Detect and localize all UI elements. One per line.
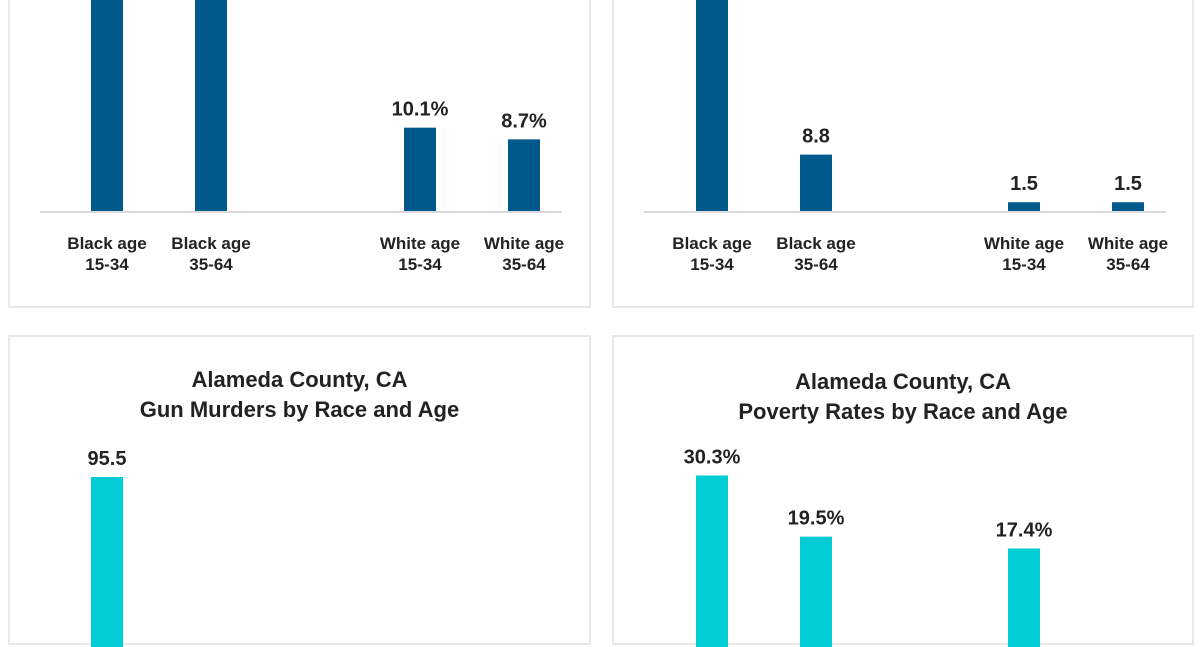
bar	[404, 127, 436, 212]
chart-panel-bottom-left: Alameda County, CA Gun Murders by Race a…	[8, 335, 591, 647]
bar	[1112, 202, 1144, 212]
chart-title: Alameda County, CA Poverty Rates by Race…	[614, 367, 1192, 427]
chart-title-line-2: Poverty Rates by Race and Age	[738, 399, 1068, 424]
x-tick-label: Black age	[776, 234, 855, 253]
chart-top-right: 8.8 1.5 1.5 Black age 15-34 Black age 35-64 Whi…	[644, 0, 1168, 274]
data-label: 8.8	[802, 126, 830, 148]
x-tick-label: 35-64	[794, 255, 838, 274]
data-label: 30.3%	[684, 447, 741, 469]
data-label: 10.1%	[392, 99, 449, 121]
bar	[696, 475, 728, 647]
bar	[1008, 548, 1040, 647]
x-tick-label: 35-64	[1106, 255, 1150, 274]
data-label: 1.5	[1114, 173, 1142, 195]
x-tick-label: Black age	[67, 234, 146, 253]
chart-bottom-left: 95.5	[88, 448, 127, 647]
data-label: 19.5%	[788, 508, 845, 530]
chart-bottom-right: 30.3% 19.5% 17.4%	[684, 447, 1053, 647]
chart-panel-top-left: 10.1% 8.7% Black age 15-34 Black age 35-64 Whi…	[8, 0, 591, 308]
chart-title-line-1: Alameda County, CA	[191, 367, 408, 392]
bar	[508, 139, 540, 212]
x-tick-label: 35-64	[502, 255, 546, 274]
chart-top-left: 10.1% 8.7% Black age 15-34 Black age 35-64 Whi…	[40, 0, 564, 274]
x-tick-label: White age	[380, 234, 460, 253]
x-tick-label: Black age	[672, 234, 751, 253]
bar	[195, 0, 227, 212]
bar	[800, 536, 832, 647]
x-tick-label: 15-34	[690, 255, 734, 274]
bar	[696, 0, 728, 212]
data-label: 17.4%	[996, 520, 1053, 542]
x-tick-label: White age	[984, 234, 1064, 253]
data-label: 8.7%	[501, 110, 547, 132]
bar	[91, 0, 123, 212]
chart-panel-bottom-right: Alameda County, CA Poverty Rates by Race…	[612, 335, 1194, 647]
x-tick-label: White age	[1088, 234, 1168, 253]
x-tick-label: 35-64	[189, 255, 233, 274]
bar	[1008, 202, 1040, 212]
chart-title-line-1: Alameda County, CA	[795, 369, 1011, 394]
bar	[91, 477, 123, 647]
chart-panel-top-right: 8.8 1.5 1.5 Black age 15-34 Black age 35-64 Whi…	[612, 0, 1194, 308]
chart-title-line-2: Gun Murders by Race and Age	[139, 397, 460, 422]
data-label: 95.5	[88, 448, 127, 470]
x-tick-label: 15-34	[85, 255, 129, 274]
x-tick-label: Black age	[171, 234, 250, 253]
bar	[800, 154, 832, 212]
data-label: 1.5	[1010, 173, 1038, 195]
x-tick-label: 15-34	[398, 255, 442, 274]
x-tick-label: 15-34	[1002, 255, 1046, 274]
x-tick-label: White age	[484, 234, 564, 253]
chart-title: Alameda County, CA Gun Murders by Race a…	[10, 365, 589, 425]
